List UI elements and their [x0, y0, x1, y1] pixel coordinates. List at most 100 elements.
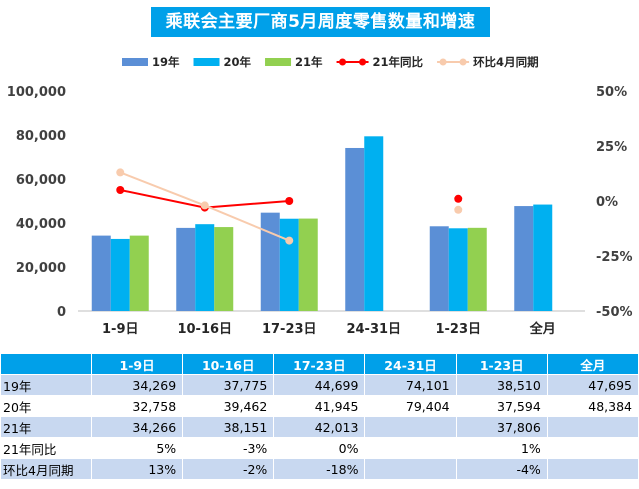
bar-20年-10-16日 [195, 224, 215, 311]
bar-21年-10-16日 [214, 227, 234, 311]
table-corner-cell [0, 353, 92, 375]
left-axis-tick-label: 100,000 [7, 85, 66, 100]
bar-19年-1-23日 [429, 226, 449, 311]
bar-20年-全月 [533, 204, 553, 311]
right-axis-tick-label: -50% [596, 305, 633, 320]
point-21年同比-17-23日 [285, 197, 294, 205]
table-row: 21年同比 5% -3% 0% 1% [0, 437, 639, 459]
legend-label-20年: 20年 [224, 55, 252, 69]
table-row-label: 21年同比 [0, 437, 92, 459]
table-cell: -18% [273, 458, 366, 480]
point-21年同比-1-23日 [454, 194, 463, 203]
bar-20年-1-9日 [110, 238, 130, 311]
chart-area: 0 20,000 40,000 60,000 80,000 100,000 -50% -25%… [7, 7, 633, 337]
x-axis-tick-label: 1-23日 [435, 322, 481, 337]
bar-21年-17-23日 [298, 218, 318, 311]
table-cell [364, 416, 457, 438]
legend-label-21年同比: 21年同比 [373, 55, 424, 69]
table-cell: -4% [455, 458, 548, 480]
table-row: 20年 32,758 39,462 41,945 79,404 37,594 48,384 [0, 395, 639, 417]
bar-19年-24-31日 [345, 147, 365, 311]
point-环比4月同期-1-23日 [454, 205, 463, 214]
x-axis-tick-label: 10-16日 [177, 322, 232, 337]
table-cell: 42,013 [273, 416, 366, 438]
bar-20年-17-23日 [279, 218, 299, 311]
legend-swatch-20年 [193, 58, 220, 66]
table-header-cell: 全月 [546, 353, 639, 375]
x-axis-tick-label: 17-23日 [262, 322, 317, 337]
table-cell: 37,594 [455, 395, 548, 417]
table-header-cell: 24-31日 [364, 353, 457, 375]
table-row: 环比4月同期 13% -2% -18% -4% [0, 458, 639, 480]
table-header-cell: 1-23日 [455, 353, 548, 375]
table-cell: 34,269 [90, 374, 184, 396]
point-环比4月同期-1-9日 [116, 168, 125, 177]
table-cell: 48,384 [546, 395, 639, 417]
table-cell: 0% [273, 437, 366, 459]
table-cell: 41,945 [273, 395, 366, 417]
right-axis-tick-label: 0% [596, 195, 618, 210]
table-row-label: 21年 [0, 416, 92, 438]
point-21年同比-1-9日 [116, 186, 125, 194]
chart-title: 乘联会主要厂商5月周度零售数量和增速 [151, 7, 490, 37]
bar-19年-全月 [514, 206, 534, 311]
legend-swatch-21年 [265, 58, 292, 66]
table-cell: 37,775 [182, 374, 275, 396]
bar-21年-1-23日 [467, 227, 487, 311]
table-cell: 44,699 [273, 374, 366, 396]
bar-19年-10-16日 [176, 227, 196, 311]
bar-19年-17-23日 [260, 212, 280, 311]
left-axis-tick-label: 60,000 [16, 173, 66, 188]
table-header-cell: 10-16日 [182, 353, 275, 375]
table-row: 19年 34,269 37,775 44,699 74,101 38,510 47,695 [0, 374, 639, 396]
legend-marker-21年同比 [359, 58, 367, 66]
point-环比4月同期-10-16日 [200, 201, 209, 210]
table-cell: 47,695 [546, 374, 639, 396]
table-cell: 34,266 [90, 416, 184, 438]
table-header-cell: 17-23日 [273, 353, 366, 375]
table-cell: 38,510 [455, 374, 548, 396]
table-cell: 38,151 [182, 416, 275, 438]
chart-plot: 0 20,000 40,000 60,000 80,000 100,000 -50% -25%… [7, 55, 633, 337]
bar-19年-1-9日 [91, 235, 111, 311]
table-cell [546, 458, 639, 480]
table-cell: -2% [182, 458, 275, 480]
table-row-label: 环比4月同期 [0, 458, 92, 480]
legend-marker-环比4月同期 [459, 58, 467, 66]
x-axis-tick-label: 全月 [529, 321, 556, 337]
table-row-label: 19年 [0, 374, 92, 396]
table-row-label: 20年 [0, 395, 92, 417]
table-cell: 13% [90, 458, 184, 480]
left-axis-tick-label: 80,000 [16, 129, 66, 144]
right-axis-tick-label: -25% [596, 250, 633, 265]
point-环比4月同期-17-23日 [285, 236, 294, 245]
table-cell: 39,462 [182, 395, 275, 417]
table-cell: 5% [90, 437, 184, 459]
bar-20年-1-23日 [448, 228, 468, 311]
legend-label-21年: 21年 [295, 55, 323, 69]
right-axis-tick-label: 25% [596, 140, 627, 155]
table-cell: 1% [455, 437, 548, 459]
table-body: 19年 34,269 37,775 44,699 74,101 38,510 47,695 2… [0, 374, 639, 480]
table-row: 21年 34,266 38,151 42,013 37,806 [0, 416, 639, 438]
table-cell [364, 458, 457, 480]
legend-label-19年: 19年 [152, 55, 180, 69]
bar-20年-24-31日 [364, 136, 384, 311]
table-cell: 37,806 [455, 416, 548, 438]
table-cell: 32,758 [90, 395, 184, 417]
table-cell: 74,101 [364, 374, 457, 396]
table-header-cell: 1-9日 [90, 353, 184, 375]
table-cell: 79,404 [364, 395, 457, 417]
legend-label-环比4月同期: 环比4月同期 [473, 55, 539, 69]
data-table: 1-9日 10-16日 17-23日 24-31日 1-23日 全月 19年 34,269 3… [0, 353, 639, 480]
bar-21年-1-9日 [129, 235, 149, 311]
table-cell [546, 416, 639, 438]
table-cell: -3% [182, 437, 275, 459]
legend-swatch-19年 [122, 58, 148, 66]
left-axis-tick-label: 0 [57, 305, 66, 320]
left-axis-tick-label: 20,000 [16, 261, 66, 276]
table-header-row: 1-9日 10-16日 17-23日 24-31日 1-23日 全月 [0, 353, 639, 375]
legend-marker-环比4月同期 [439, 58, 447, 66]
x-axis-tick-label: 24-31日 [346, 322, 401, 337]
x-axis-tick-label: 1-9日 [102, 322, 139, 337]
